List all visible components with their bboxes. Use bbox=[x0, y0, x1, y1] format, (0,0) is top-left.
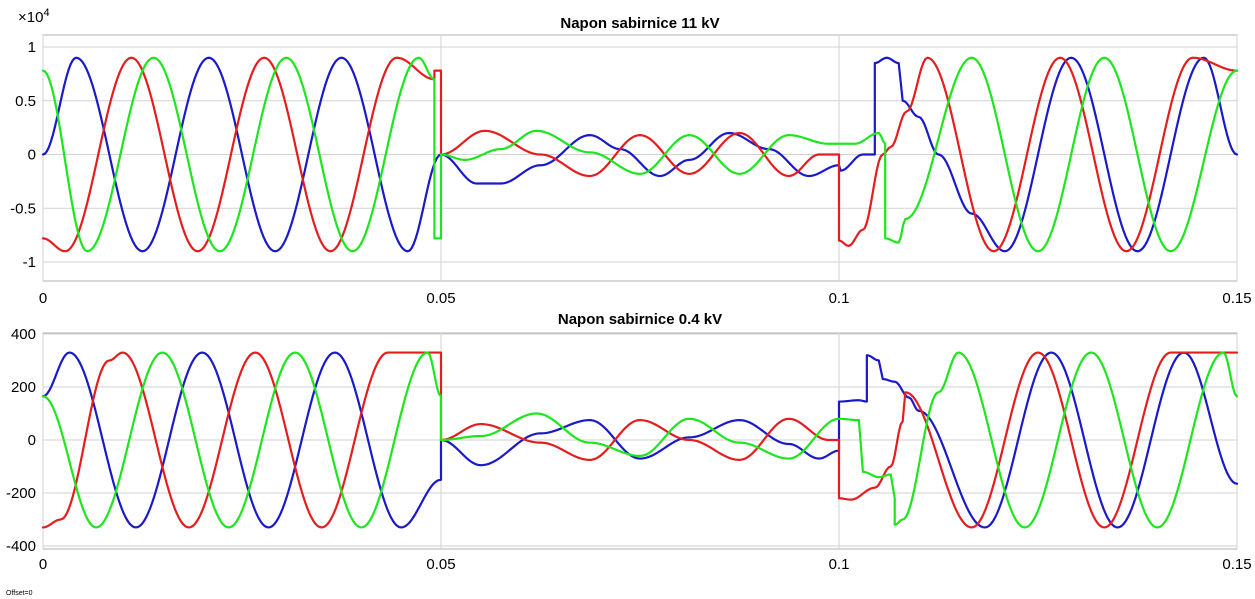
series-blue-line bbox=[41, 56, 1239, 253]
x-tick-label: 0.1 bbox=[829, 290, 850, 307]
x-ticks-11kv: 0 0.05 0.1 0.15 bbox=[39, 290, 1252, 307]
y-ticks-11kv: 1 0.5 0 -0.5 -1 bbox=[10, 39, 36, 271]
y-tick-label: -400 bbox=[6, 538, 36, 555]
y-tick-label: -1 bbox=[23, 254, 36, 271]
y-tick-label: 400 bbox=[11, 326, 36, 343]
series-04kv bbox=[41, 351, 1239, 529]
series-blue-line bbox=[41, 351, 1239, 529]
y-ticks-04kv: 400 200 0 -200 -400 bbox=[6, 326, 36, 555]
chart-title-04kv: Napon sabirnice 0.4 kV bbox=[558, 311, 722, 328]
y-tick-label: 1 bbox=[28, 39, 36, 56]
x-tick-label: 0.05 bbox=[426, 556, 455, 573]
exponent-label: ×104 bbox=[18, 7, 50, 26]
series-11kv bbox=[41, 56, 1239, 253]
x-tick-label: 0.15 bbox=[1222, 290, 1251, 307]
x-tick-label: 0.1 bbox=[829, 556, 850, 573]
svg-text:×104: ×104 bbox=[18, 7, 50, 26]
series-red-line bbox=[41, 56, 1239, 253]
series-green-line bbox=[41, 351, 1239, 529]
x-ticks-04kv: 0 0.05 0.1 0.15 bbox=[39, 556, 1252, 573]
offset-label: Offset=0 bbox=[6, 590, 33, 597]
x-tick-label: 0 bbox=[39, 556, 47, 573]
y-tick-label: -200 bbox=[6, 485, 36, 502]
x-tick-label: 0.15 bbox=[1222, 556, 1251, 573]
x-tick-label: 0.05 bbox=[426, 290, 455, 307]
y-tick-label: 0.5 bbox=[15, 93, 36, 110]
series-green-line bbox=[41, 56, 1239, 253]
exponent-base: ×10 bbox=[18, 9, 43, 26]
panel-04kv: Napon sabirnice 0.4 kV 400 200 0 -200 -400 0… bbox=[6, 311, 1252, 573]
panel-11kv: Napon sabirnice 11 kV ×104 1 0.5 0 -0.5 -1 0… bbox=[10, 7, 1251, 307]
y-tick-label: 200 bbox=[11, 379, 36, 396]
y-tick-label: 0 bbox=[28, 147, 36, 164]
y-tick-label: -0.5 bbox=[10, 200, 36, 217]
x-tick-label: 0 bbox=[39, 290, 47, 307]
exponent-power: 4 bbox=[43, 7, 49, 19]
chart-title-11kv: Napon sabirnice 11 kV bbox=[560, 15, 719, 32]
axes-11kv bbox=[42, 34, 1238, 282]
y-tick-label: 0 bbox=[28, 432, 36, 449]
series-red-line bbox=[41, 351, 1239, 529]
